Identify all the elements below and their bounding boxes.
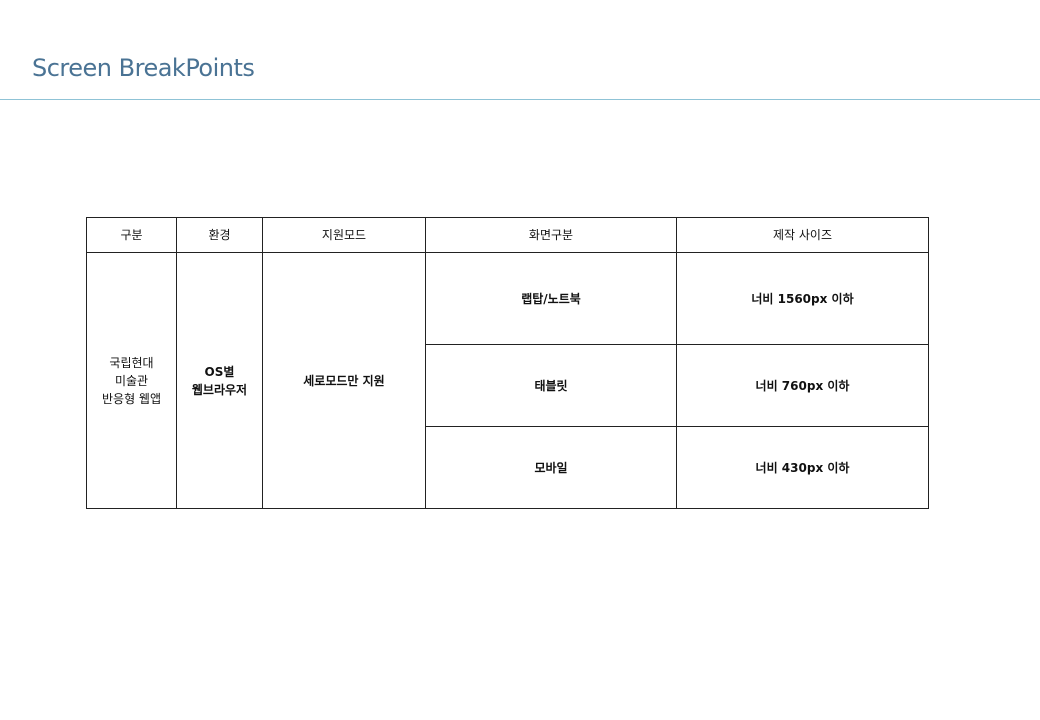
table-header-row: 구분 환경 지원모드 화면구분 제작 사이즈 xyxy=(86,217,929,253)
header-environment: 환경 xyxy=(176,217,263,253)
category-line: 반응형 웹앱 xyxy=(101,391,161,406)
environment-cell: OS별 웹브라우저 xyxy=(176,252,263,509)
title-divider xyxy=(0,99,1040,100)
environment-line: OS별 xyxy=(204,364,235,379)
size-cell: 너비 1560px 이하 xyxy=(676,252,929,345)
category-cell: 국립현대 미술관 반응형 웹앱 xyxy=(86,252,177,509)
environment-line: 웹브라우저 xyxy=(191,382,248,397)
screen-type-cell: 태블릿 xyxy=(425,344,677,427)
header-support-mode: 지원모드 xyxy=(262,217,426,253)
table-row: 태블릿 너비 760px 이하 xyxy=(87,344,929,427)
screen-type-cell: 랩탑/노트북 xyxy=(425,252,677,345)
category-line: 미술관 xyxy=(114,373,149,388)
size-cell: 너비 430px 이하 xyxy=(676,426,929,509)
page-title: Screen BreakPoints xyxy=(32,54,255,82)
table-row: 국립현대 미술관 반응형 웹앱 OS별 웹브라우저 세로모드만 지원 랩탑/노트… xyxy=(86,252,929,509)
table-row: 모바일 너비 430px 이하 xyxy=(87,426,929,509)
category-line: 국립현대 xyxy=(109,355,154,370)
support-mode-cell: 세로모드만 지원 xyxy=(262,252,426,509)
screen-type-cell: 모바일 xyxy=(425,426,677,509)
header-production-size: 제작 사이즈 xyxy=(676,217,929,253)
size-cell: 너비 760px 이하 xyxy=(676,344,929,427)
header-category: 구분 xyxy=(86,217,177,253)
header-screen-type: 화면구분 xyxy=(425,217,677,253)
breakpoints-table: 구분 환경 지원모드 화면구분 제작 사이즈 국립현대 미술관 반응형 웹앱 O… xyxy=(86,217,929,509)
